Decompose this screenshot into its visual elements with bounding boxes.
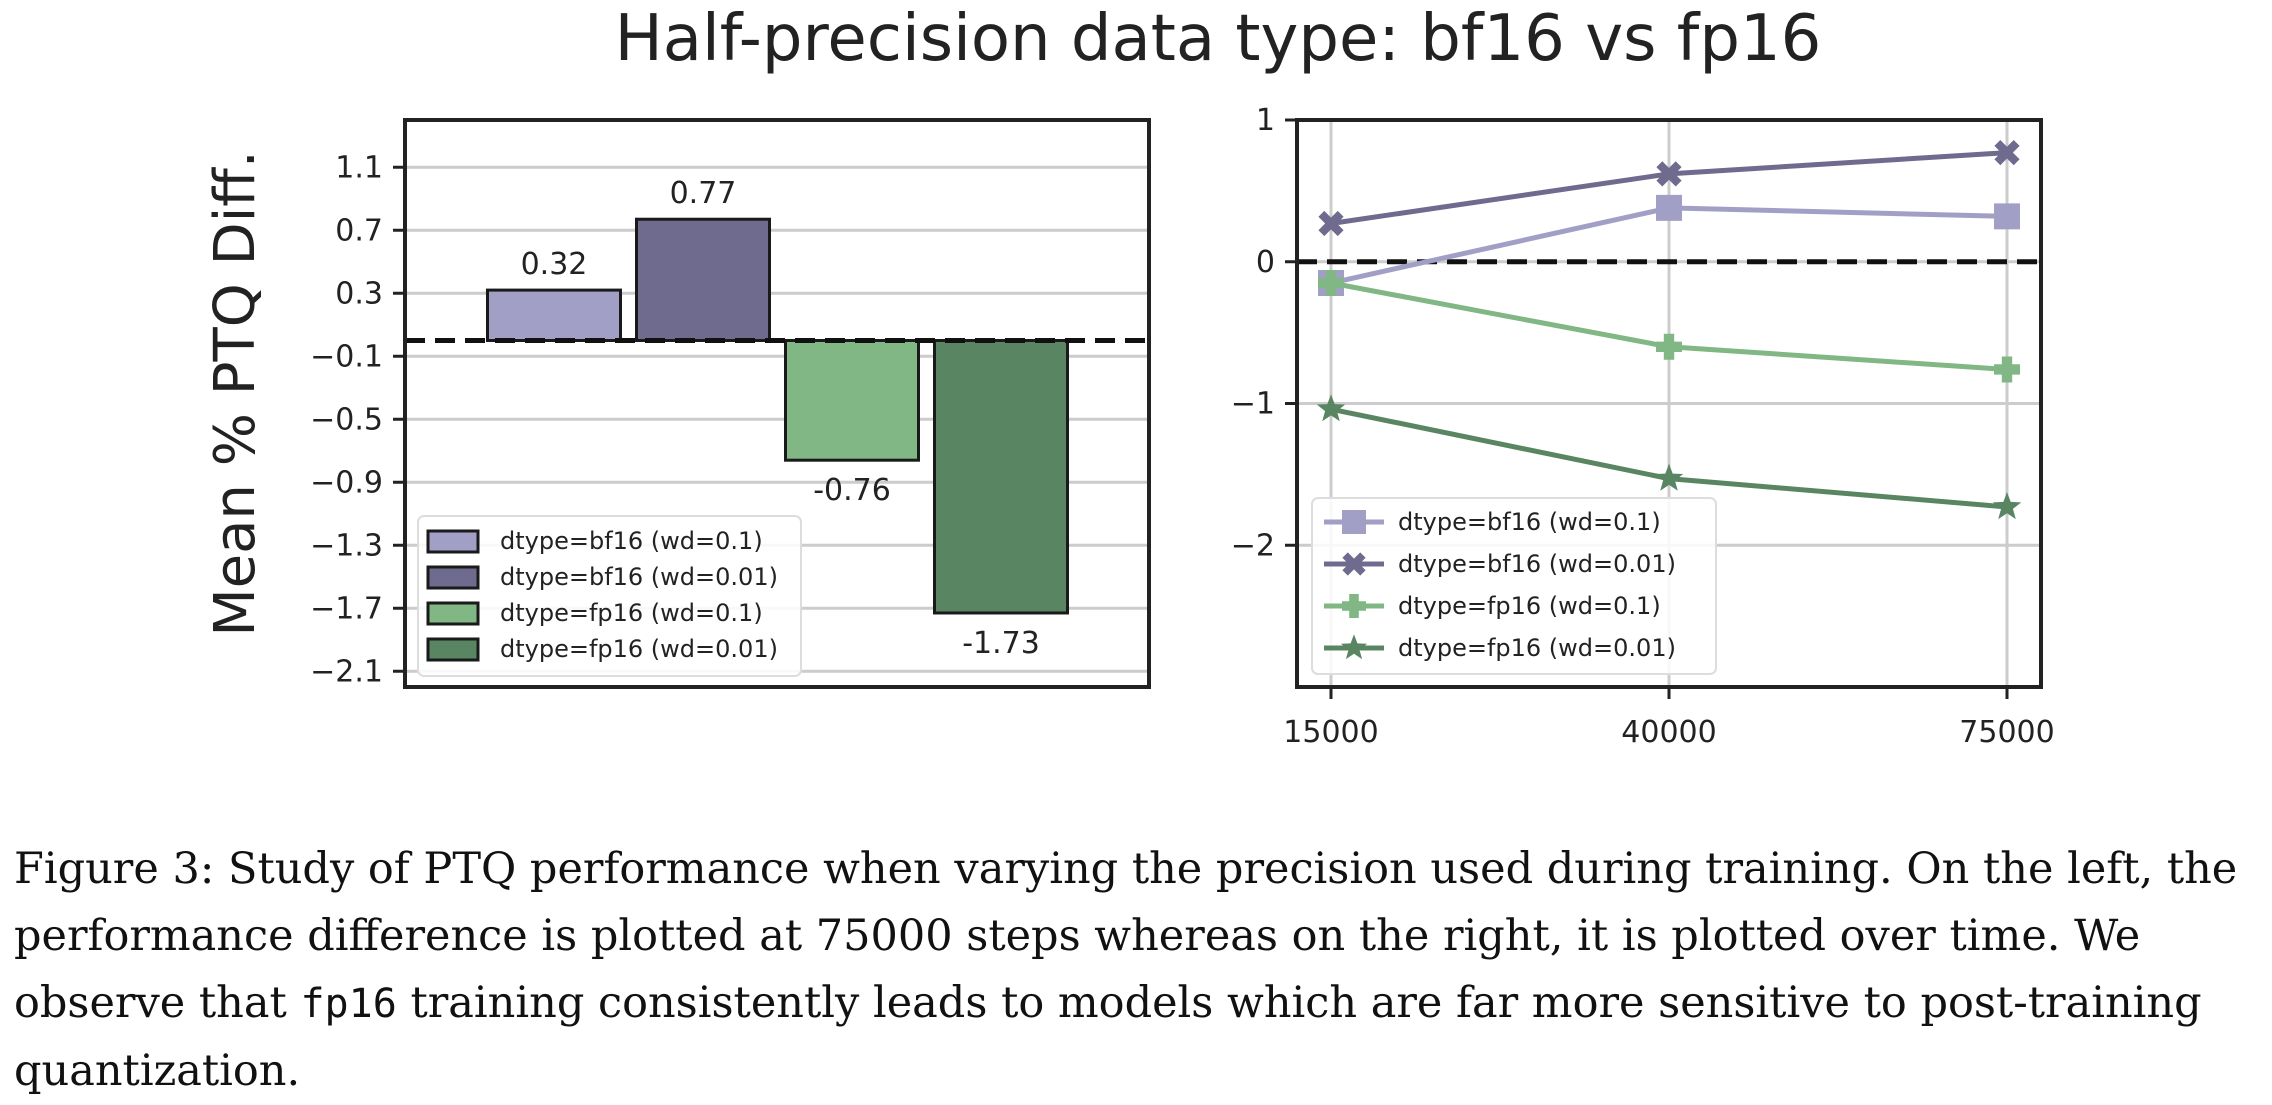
line-chart-x-tick-label: 75000 (1959, 715, 2054, 750)
line-chart-legend-square-marker (1342, 510, 1366, 534)
line-chart: 1 0 −1 −2 15000 40000 75000 dtype=bf16 (wd=0.1… (1231, 103, 2055, 750)
line-chart-legend-plus-marker (1342, 594, 1366, 618)
bar-chart-legend: dtype=bf16 (wd=0.1) dtype=bf16 (wd=0.01) d… (417, 515, 802, 677)
line-chart-point-star-marker (1316, 394, 1346, 422)
figure-caption: Figure 3: Study of PTQ performance when … (14, 836, 2264, 1105)
bar-chart-legend-swatch (426, 565, 480, 590)
bar-chart-legend-label: dtype=bf16 (wd=0.01) (500, 563, 778, 591)
line-chart-point-square-marker (1656, 194, 1682, 221)
line-chart-point-plus-marker (1994, 356, 2020, 383)
bar-chart-bar (933, 339, 1069, 615)
bar-chart: 0.32 0.77 -0.76 -1.73 1.1 0.7 0.3 −0.1 −0.5 −0.9… (203, 118, 1151, 689)
bar-chart-legend-swatch (426, 529, 480, 554)
line-chart-x-tick-label: 15000 (1283, 715, 1378, 750)
bar-chart-legend-swatch (426, 601, 480, 626)
line-chart-series (1316, 140, 2022, 520)
line-chart-legend-box (1311, 497, 1717, 675)
line-chart-frame (1295, 118, 2043, 689)
line-chart-y-tick-label: −1 (1231, 387, 1275, 422)
line-chart-legend-x-marker (1342, 552, 1366, 576)
caption-text-1: Figure 3: Study of PTQ performance when … (14, 844, 2238, 1028)
bar-chart-y-tick-label: 0.3 (335, 276, 383, 311)
line-chart-legend: dtype=bf16 (wd=0.1) dtype=bf16 (wd=0.01) d… (1311, 497, 1717, 675)
bar-chart-y-tick-label: 1.1 (335, 150, 383, 185)
figure: Half-precision data type: bf16 vs fp16 0… (203, 2, 2055, 750)
line-chart-x-tick-label: 40000 (1621, 715, 1716, 750)
line-chart-point-x-marker (1994, 140, 2020, 166)
bar-chart-data-label: 0.77 (670, 176, 737, 211)
figure-title: Half-precision data type: bf16 vs fp16 (615, 2, 1822, 76)
bar-chart-legend-swatch (426, 637, 480, 662)
line-chart-ticks: 1 0 −1 −2 15000 40000 75000 (1231, 103, 2055, 750)
line-chart-point-star-marker (1654, 463, 1684, 491)
line-chart-legend-label: dtype=bf16 (wd=0.01) (1398, 550, 1676, 578)
line-chart-point-plus-marker (1318, 270, 1344, 297)
bar-chart-y-ticks: 1.1 0.7 0.3 −0.1 −0.5 −0.9 −1.3 −1.7 −2.1 (310, 150, 405, 689)
bar-chart-data-labels: 0.32 0.77 -0.76 -1.73 (521, 176, 1040, 661)
line-chart-y-tick-label: 0 (1256, 245, 1275, 280)
bar-chart-frame (403, 118, 1151, 689)
bar-chart-y-tick-label: −0.9 (310, 465, 383, 500)
bar-chart-bar (486, 288, 622, 343)
bar-chart-y-tick-label: −1.7 (310, 591, 383, 626)
bar-chart-y-tick-label: −0.5 (310, 402, 383, 437)
bar-chart-data-label: -1.73 (962, 626, 1040, 661)
bar-chart-y-tick-label: −2.1 (310, 654, 383, 689)
line-chart-legend-label: dtype=fp16 (wd=0.1) (1398, 592, 1661, 620)
bar-chart-y-tick-label: −0.1 (310, 339, 383, 374)
bar-chart-data-label: -0.76 (813, 473, 891, 508)
line-chart-point-star-marker (1992, 492, 2022, 520)
bar-chart-bar (784, 339, 920, 462)
line-chart-y-tick-label: −2 (1231, 528, 1275, 563)
bar-chart-bar (635, 217, 771, 343)
bar-chart-legend-box (417, 515, 802, 677)
line-chart-y-tick-label: 1 (1256, 103, 1275, 138)
bar-chart-legend-label: dtype=fp16 (wd=0.1) (500, 599, 763, 627)
bar-chart-legend-label: dtype=fp16 (wd=0.01) (500, 635, 778, 663)
line-chart-legend-star-marker (1340, 634, 1368, 660)
line-chart-point-x-marker (1656, 161, 1682, 187)
line-chart-point-square-marker (1994, 203, 2020, 230)
bar-chart-y-axis-label: Mean % PTQ Diff. (203, 150, 268, 636)
caption-code: fp16 (300, 981, 397, 1027)
bar-chart-legend-label: dtype=bf16 (wd=0.1) (500, 527, 763, 555)
bar-chart-y-tick-label: −1.3 (310, 528, 383, 563)
line-chart-legend-label: dtype=bf16 (wd=0.1) (1398, 508, 1661, 536)
bar-chart-data-label: 0.32 (521, 247, 588, 282)
line-chart-legend-label: dtype=fp16 (wd=0.01) (1398, 634, 1676, 662)
bar-chart-y-tick-label: 0.7 (335, 213, 383, 248)
bar-chart-bars (486, 217, 1069, 615)
line-chart-point-plus-marker (1656, 333, 1682, 360)
caption-text-2: training consistently leads to models wh… (14, 978, 2202, 1096)
line-chart-point-x-marker (1318, 210, 1344, 237)
